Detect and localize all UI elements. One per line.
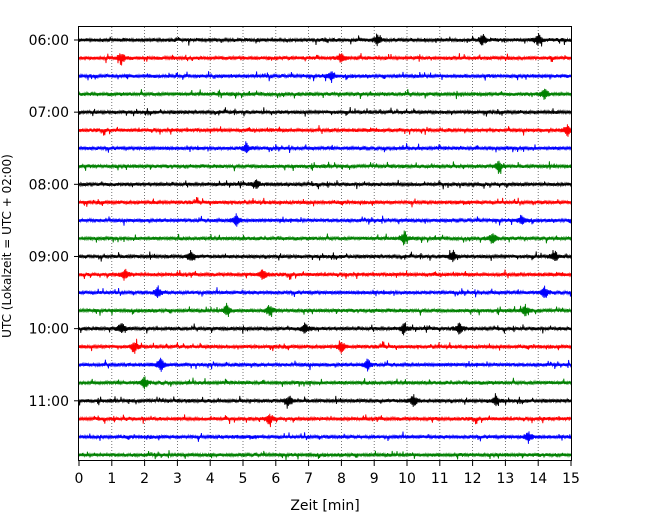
trace-09-15 [78,268,572,281]
trace-06-45 [78,88,572,100]
x-tick-label-10: 10 [398,471,416,487]
trace-10-30 [78,357,572,372]
trace-10-15 [78,338,572,354]
trace-09-45 [78,302,572,318]
x-tick-label-9: 9 [370,471,379,487]
x-tick-label-6: 6 [271,471,280,487]
y-tick-label-11-00: 11:00 [29,394,69,410]
trace-08-30 [78,213,572,227]
trace-11-30 [78,431,572,444]
y-axis-ticks: 06:00 07:00 08:00 09:00 10:00 11:00 [29,33,79,410]
x-tick-label-15: 15 [562,471,580,487]
trace-09-00 [78,249,572,263]
trace-10-00 [78,322,572,336]
y-tick-label-06-00: 06:00 [29,33,69,49]
x-tick-label-8: 8 [337,471,346,487]
x-tick-label-3: 3 [173,471,182,487]
trace-11-45 [78,450,572,461]
seismogram-traces [78,33,572,461]
x-axis-label: Zeit [min] [290,498,359,514]
vertical-gridlines [111,27,539,461]
y-tick-label-07-00: 07:00 [29,105,69,121]
x-tick-label-5: 5 [239,471,248,487]
trace-11-15 [78,413,572,428]
trace-07-00 [78,107,572,117]
x-tick-label-14: 14 [529,471,547,487]
trace-07-45 [78,160,572,174]
trace-06-30 [78,71,572,83]
trace-10-45 [78,376,572,390]
x-tick-label-12: 12 [464,471,482,487]
x-tick-label-4: 4 [206,471,215,487]
trace-07-30 [78,141,572,154]
trace-09-30 [78,285,572,299]
x-tick-label-7: 7 [304,471,313,487]
plot-frame [78,26,572,461]
x-tick-label-1: 1 [107,471,116,487]
x-tick-label-13: 13 [496,471,514,487]
x-tick-label-0: 0 [75,471,84,487]
x-tick-label-11: 11 [431,471,449,487]
y-tick-label-10-00: 10:00 [29,322,69,338]
x-tick-label-2: 2 [140,471,149,487]
trace-06-00 [78,33,572,47]
trace-11-00 [78,393,572,409]
trace-07-15 [78,124,572,137]
x-axis-ticks: 0 1 2 3 4 5 6 7 8 9 10 11 12 13 14 15 [75,461,580,487]
trace-08-00 [78,179,572,190]
y-tick-label-08-00: 08:00 [29,177,69,193]
trace-08-15 [78,196,572,208]
trace-06-15 [78,53,572,66]
trace-08-45 [78,230,572,246]
y-axis-label: UTC (Lokalzeit = UTC + 02:00) [0,154,14,338]
y-tick-label-09-00: 09:00 [29,249,69,265]
